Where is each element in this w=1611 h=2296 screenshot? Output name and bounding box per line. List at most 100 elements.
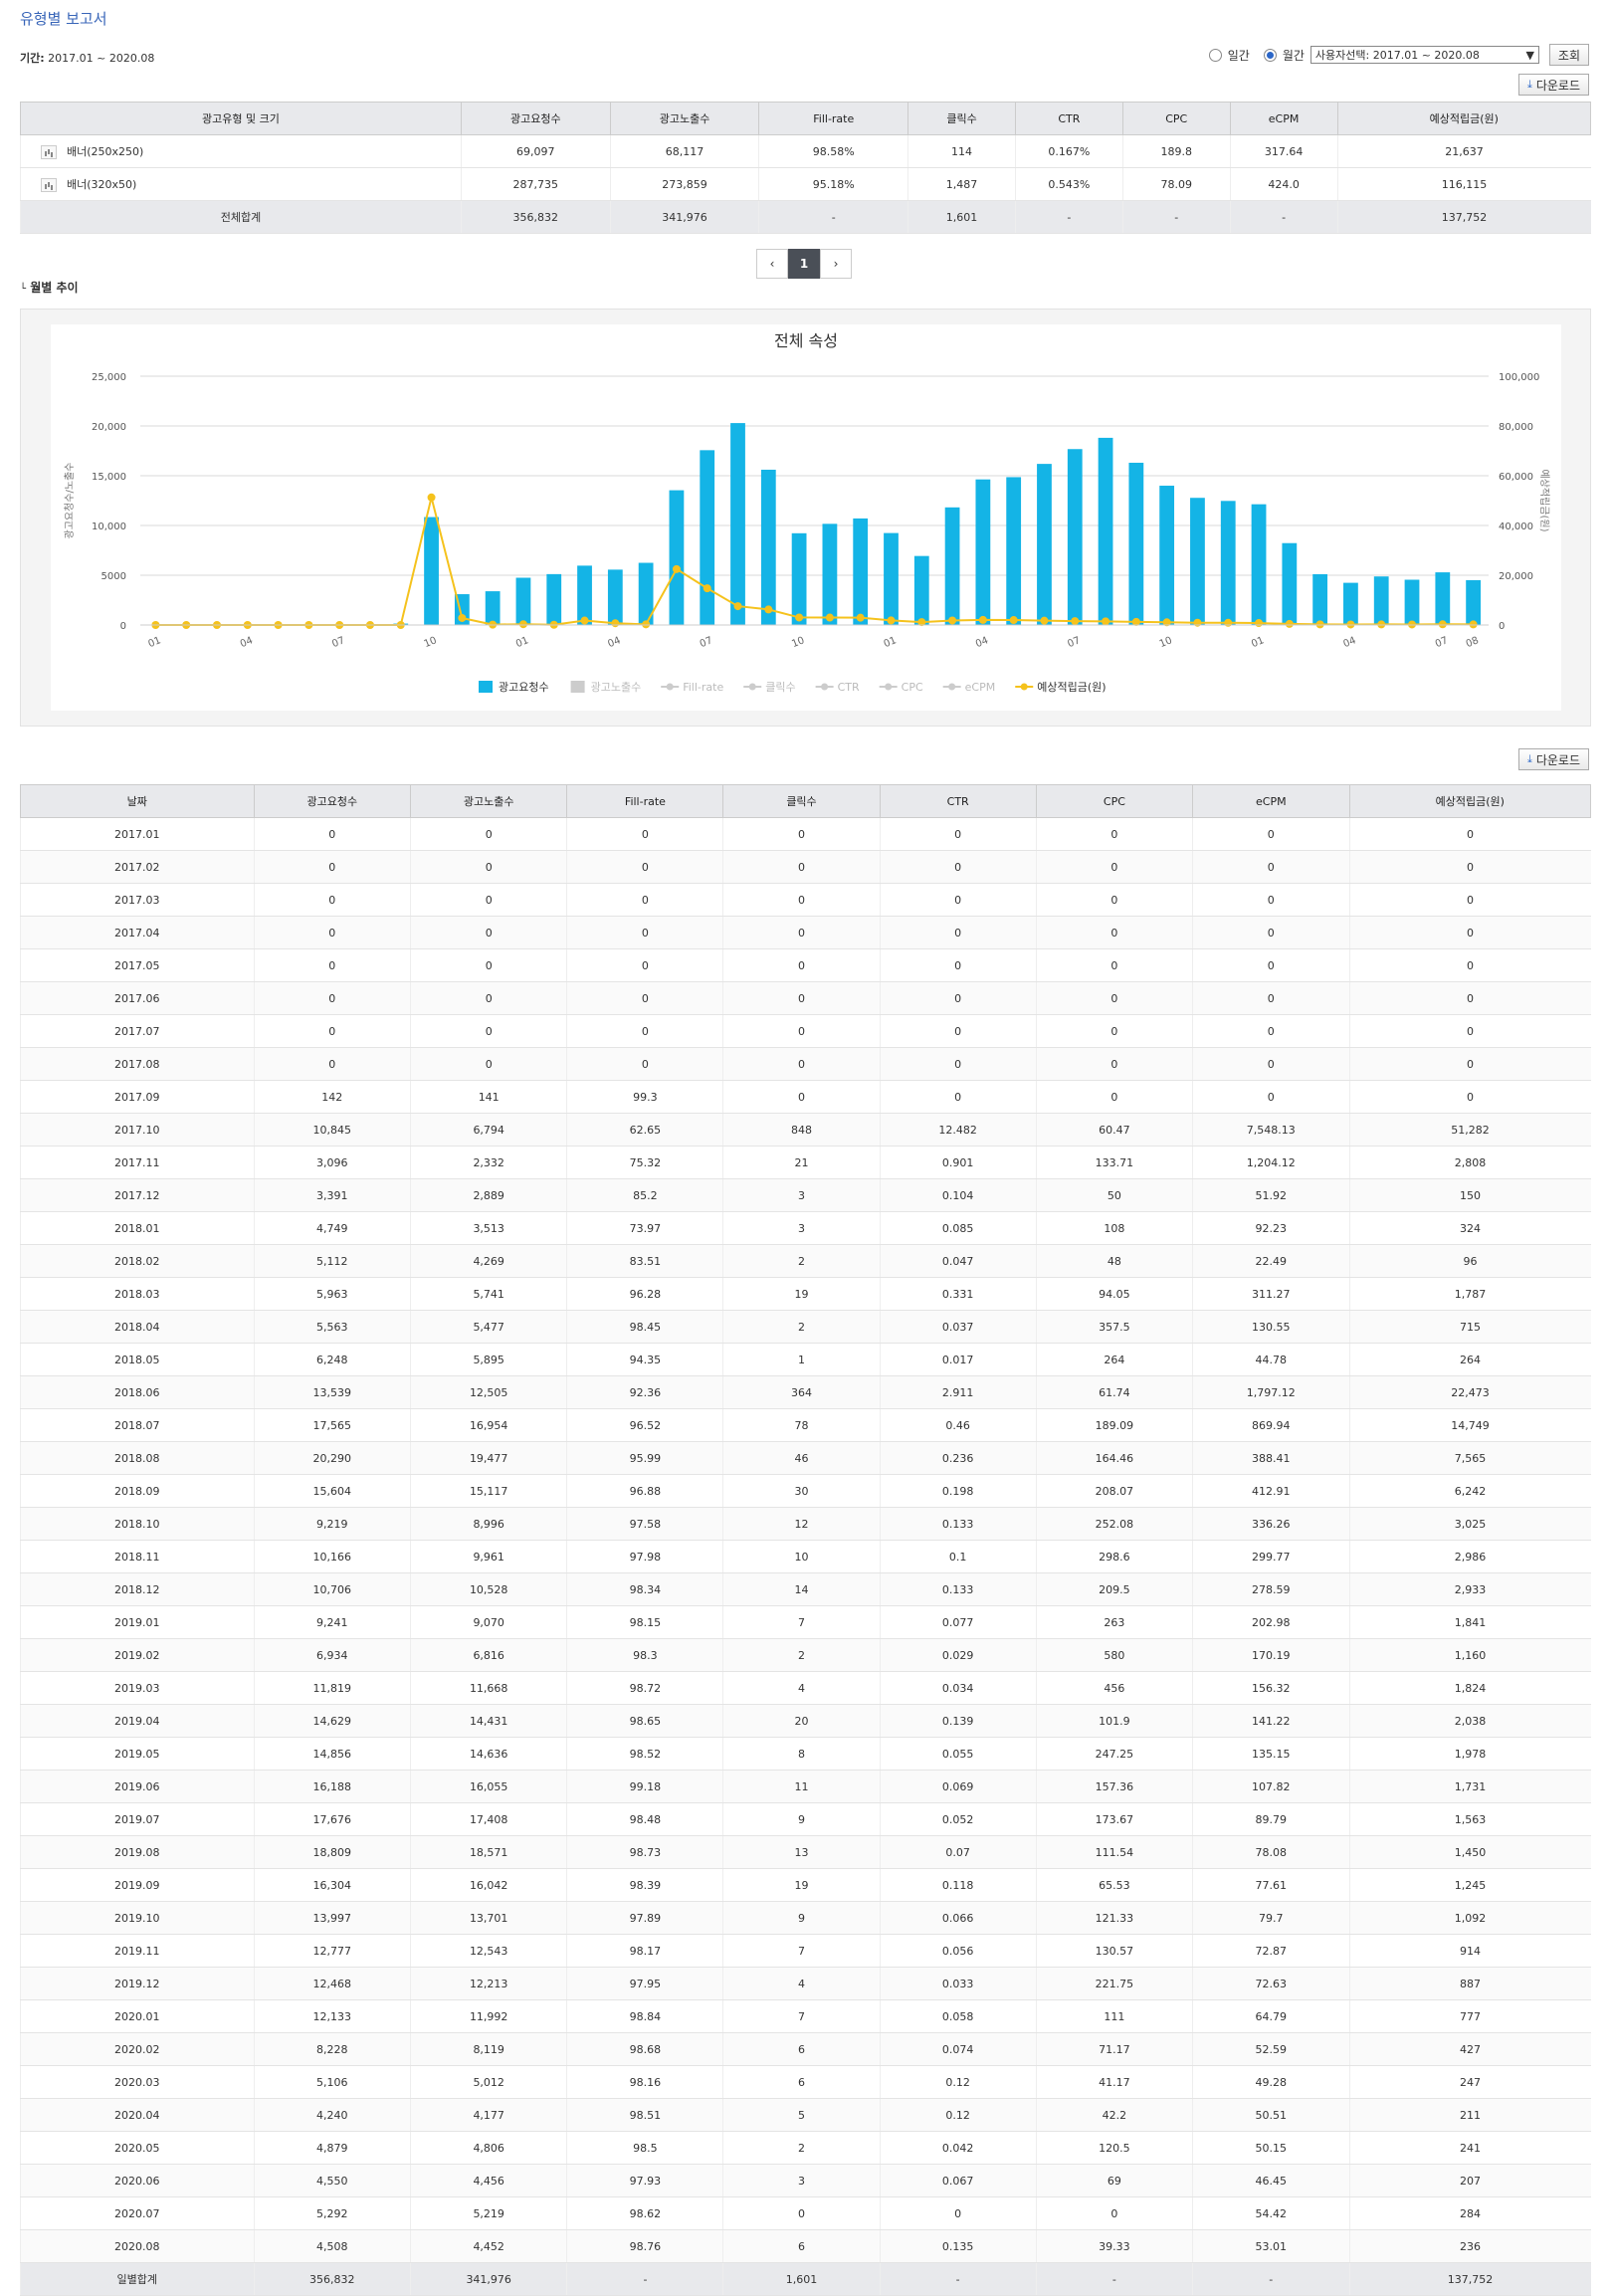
legend-label[interactable]: 클릭수 xyxy=(765,681,795,694)
bar[interactable] xyxy=(760,469,776,625)
line-point[interactable] xyxy=(1346,620,1355,629)
line-point[interactable] xyxy=(642,620,651,629)
page-button-current[interactable]: 1 xyxy=(788,249,820,279)
legend-label[interactable]: eCPM xyxy=(965,681,996,694)
bar[interactable] xyxy=(1404,579,1420,626)
radio-daily[interactable] xyxy=(1208,48,1222,62)
bar[interactable] xyxy=(700,450,715,625)
line-point[interactable] xyxy=(1131,617,1140,626)
bar[interactable] xyxy=(1343,582,1358,625)
bar[interactable] xyxy=(975,479,991,625)
line-point[interactable] xyxy=(1071,617,1080,626)
column-header[interactable]: 클릭수 xyxy=(722,784,881,818)
line-point[interactable] xyxy=(1040,616,1049,625)
line-point[interactable] xyxy=(458,613,467,622)
column-header[interactable]: CTR xyxy=(879,784,1037,818)
bar[interactable] xyxy=(515,577,531,625)
bar[interactable] xyxy=(1190,498,1205,625)
bar[interactable] xyxy=(884,532,899,625)
bar[interactable] xyxy=(1128,462,1144,625)
bar[interactable] xyxy=(1282,542,1298,625)
radio-monthly[interactable] xyxy=(1263,48,1277,62)
line-point[interactable] xyxy=(1315,620,1324,629)
bar[interactable] xyxy=(424,517,439,625)
radio-daily-label[interactable]: 일간 xyxy=(1227,48,1250,63)
bar[interactable] xyxy=(1312,573,1328,625)
legend-marker[interactable] xyxy=(1020,683,1028,691)
line-point[interactable] xyxy=(611,619,620,628)
download-button-summary[interactable]: ⤓ 다운로드 xyxy=(1517,74,1589,96)
period-select[interactable]: 사용자선택: 2017.01 ~ 2020.08 ▼ xyxy=(1309,46,1539,64)
line-point[interactable] xyxy=(1469,620,1478,629)
legend-marker[interactable] xyxy=(948,683,956,691)
line-point[interactable] xyxy=(518,620,527,629)
bar[interactable] xyxy=(730,423,745,625)
legend-swatch[interactable] xyxy=(479,681,493,693)
bar[interactable] xyxy=(638,562,654,625)
line-point[interactable] xyxy=(1408,620,1417,629)
bar[interactable] xyxy=(913,555,929,625)
column-header[interactable]: 예상적립금(원) xyxy=(1348,784,1592,818)
prev-page-button[interactable]: ‹ xyxy=(756,249,788,279)
line-point[interactable] xyxy=(825,613,834,622)
column-header[interactable]: 광고노출수 xyxy=(409,784,568,818)
bar[interactable] xyxy=(944,507,960,625)
bar-chart-icon[interactable] xyxy=(41,145,57,159)
bar[interactable] xyxy=(1251,504,1267,625)
bar[interactable] xyxy=(1037,464,1052,625)
column-header[interactable]: CPC xyxy=(1035,784,1194,818)
bar[interactable] xyxy=(607,569,623,625)
line-point[interactable] xyxy=(887,616,896,625)
legend-label[interactable]: 광고요청수 xyxy=(499,681,549,694)
bar[interactable] xyxy=(1159,486,1175,625)
line-point[interactable] xyxy=(427,493,436,502)
column-header[interactable]: 광고유형 및 크기 xyxy=(20,102,462,135)
search-button[interactable]: 조회 xyxy=(1548,44,1589,66)
line-point[interactable] xyxy=(1009,616,1018,625)
bar[interactable] xyxy=(1067,449,1083,625)
line-point[interactable] xyxy=(1285,619,1294,628)
line-point[interactable] xyxy=(1377,620,1386,629)
bar[interactable] xyxy=(1098,437,1113,625)
bar[interactable] xyxy=(1006,477,1022,625)
line-point[interactable] xyxy=(795,613,804,622)
bar[interactable] xyxy=(1466,579,1481,625)
column-header[interactable]: Fill-rate xyxy=(758,102,909,135)
column-header[interactable]: eCPM xyxy=(1229,102,1338,135)
column-header[interactable]: Fill-rate xyxy=(566,784,724,818)
column-header[interactable]: CPC xyxy=(1121,102,1231,135)
column-header[interactable]: 광고요청수 xyxy=(253,784,411,818)
column-header[interactable]: 예상적립금(원) xyxy=(1336,102,1591,135)
line-point[interactable] xyxy=(672,564,681,573)
line-point[interactable] xyxy=(703,584,711,593)
legend-label[interactable]: 광고노출수 xyxy=(591,681,642,694)
legend-label[interactable]: Fill-rate xyxy=(683,681,723,694)
legend-label[interactable]: 예상적립금(원) xyxy=(1037,681,1106,694)
legend-marker[interactable] xyxy=(821,683,829,691)
legend-marker[interactable] xyxy=(885,683,893,691)
line-point[interactable] xyxy=(1162,618,1171,627)
column-header[interactable]: CTR xyxy=(1014,102,1123,135)
legend-label[interactable]: CPC xyxy=(902,681,923,694)
column-header[interactable]: eCPM xyxy=(1192,784,1350,818)
line-point[interactable] xyxy=(1224,618,1233,627)
line-point[interactable] xyxy=(917,618,926,627)
legend-swatch[interactable] xyxy=(570,681,585,693)
legend-marker[interactable] xyxy=(748,683,756,691)
line-point[interactable] xyxy=(733,602,742,611)
line-point[interactable] xyxy=(1193,618,1202,627)
legend-label[interactable]: CTR xyxy=(838,681,860,694)
bar[interactable] xyxy=(1220,501,1236,625)
bar[interactable] xyxy=(791,532,807,625)
bar[interactable] xyxy=(546,573,562,625)
line-point[interactable] xyxy=(764,605,773,614)
bar[interactable] xyxy=(485,591,501,625)
line-point[interactable] xyxy=(1255,619,1264,628)
column-header[interactable]: 광고노출수 xyxy=(609,102,760,135)
download-button-monthly[interactable]: ⤓ 다운로드 xyxy=(1517,748,1589,770)
bar[interactable] xyxy=(1373,576,1389,625)
bar[interactable] xyxy=(1435,572,1451,625)
line-point[interactable] xyxy=(978,615,987,624)
column-header[interactable]: 클릭수 xyxy=(907,102,1016,135)
line-point[interactable] xyxy=(1438,620,1447,629)
